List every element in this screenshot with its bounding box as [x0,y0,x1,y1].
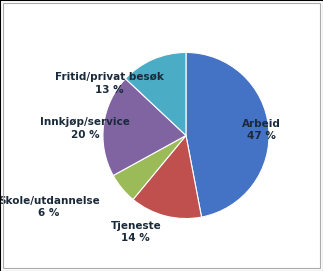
Text: Tjeneste
14 %: Tjeneste 14 % [110,221,161,243]
Text: Innkjøp/service
20 %: Innkjøp/service 20 % [40,117,130,140]
Text: Fritid/privat besøk
13 %: Fritid/privat besøk 13 % [55,72,163,95]
Wedge shape [113,136,186,199]
Wedge shape [133,136,202,218]
Text: Skole/utdannelse
6 %: Skole/utdannelse 6 % [0,196,99,218]
Text: Arbeid
47 %: Arbeid 47 % [242,119,281,141]
Wedge shape [125,53,186,136]
Wedge shape [186,53,269,217]
Wedge shape [103,79,186,176]
